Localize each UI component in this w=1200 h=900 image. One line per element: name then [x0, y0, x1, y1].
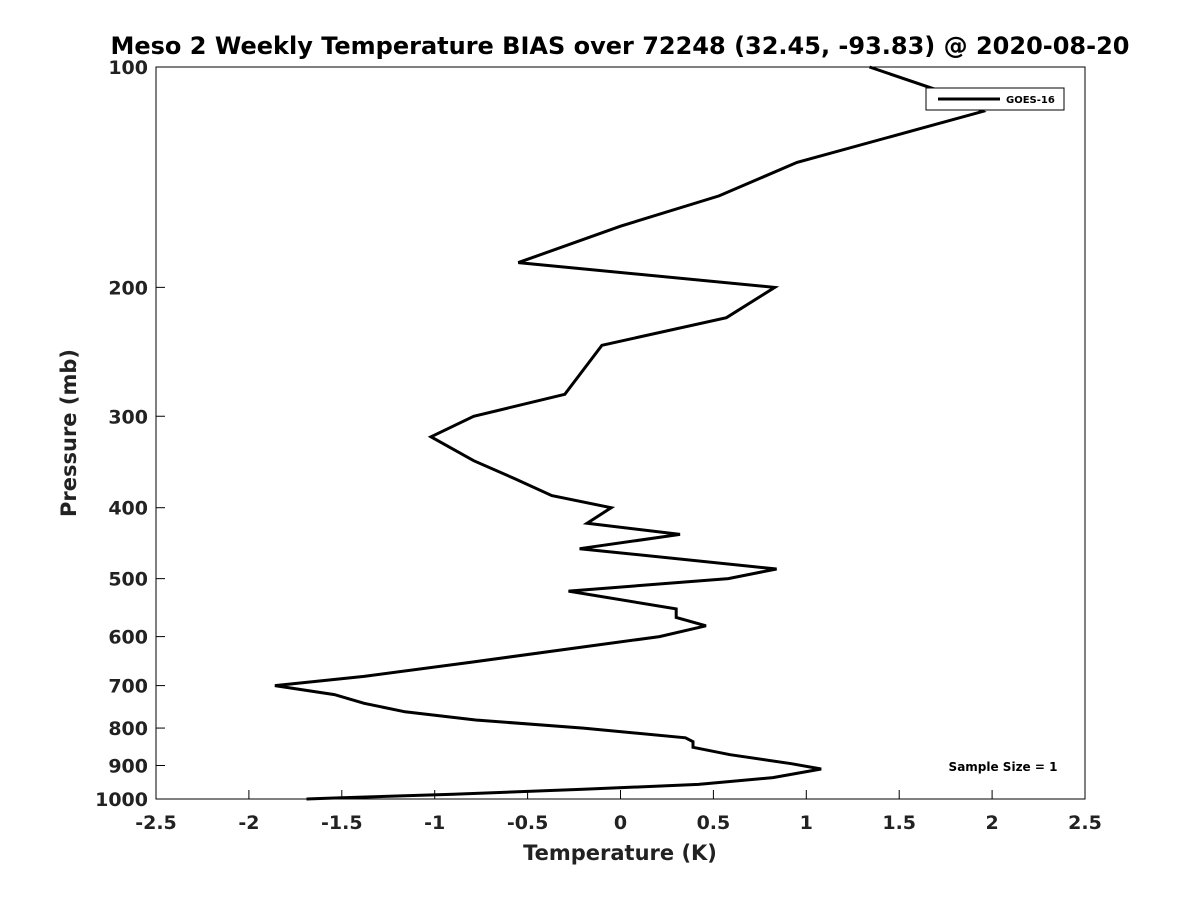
x-tick-label: -1: [424, 812, 445, 834]
y-axis: 100 200 300 400 500 600 700 800 900 1000: [95, 57, 165, 811]
x-tick-label: -0.5: [507, 812, 549, 834]
y-tick-label: 100: [108, 57, 148, 79]
x-tick-label: 0: [614, 812, 627, 834]
y-tick-label: 600: [108, 627, 148, 649]
chart-title: Meso 2 Weekly Temperature BIAS over 7224…: [110, 32, 1129, 60]
x-tick-label: -1.5: [321, 812, 363, 834]
y-tick-label: 200: [108, 277, 148, 299]
x-tick-label: 1: [800, 812, 813, 834]
series-layer: [274, 65, 987, 801]
x-tick-label: -2: [238, 812, 259, 834]
legend: GOES-16: [925, 87, 1065, 111]
x-tick-label: 2.5: [1068, 812, 1102, 834]
y-tick-label: 800: [108, 718, 148, 740]
x-tick-label: 1.5: [882, 812, 916, 834]
y-axis-label: Pressure (mb): [57, 349, 81, 517]
y-tick-label: 1000: [95, 789, 148, 811]
x-tick-label: 2: [985, 812, 998, 834]
x-tick-label: 0.5: [697, 812, 731, 834]
series-line-goes-16: [274, 65, 987, 801]
y-tick-label: 500: [108, 569, 148, 591]
y-tick-label: 300: [108, 406, 148, 428]
y-tick-label: 400: [108, 498, 148, 520]
x-axis-label: Temperature (K): [523, 841, 717, 865]
y-tick-label: 700: [108, 676, 148, 698]
y-tick-label: 900: [108, 756, 148, 778]
x-tick-label: -2.5: [135, 812, 177, 834]
legend-label-goes-16: GOES-16: [1006, 95, 1055, 106]
sample-size-annotation: Sample Size = 1: [949, 760, 1058, 774]
x-axis: -2.5 -2 -1.5 -1 -0.5 0 0.5 1 1.5 2 2.5: [135, 790, 1102, 834]
